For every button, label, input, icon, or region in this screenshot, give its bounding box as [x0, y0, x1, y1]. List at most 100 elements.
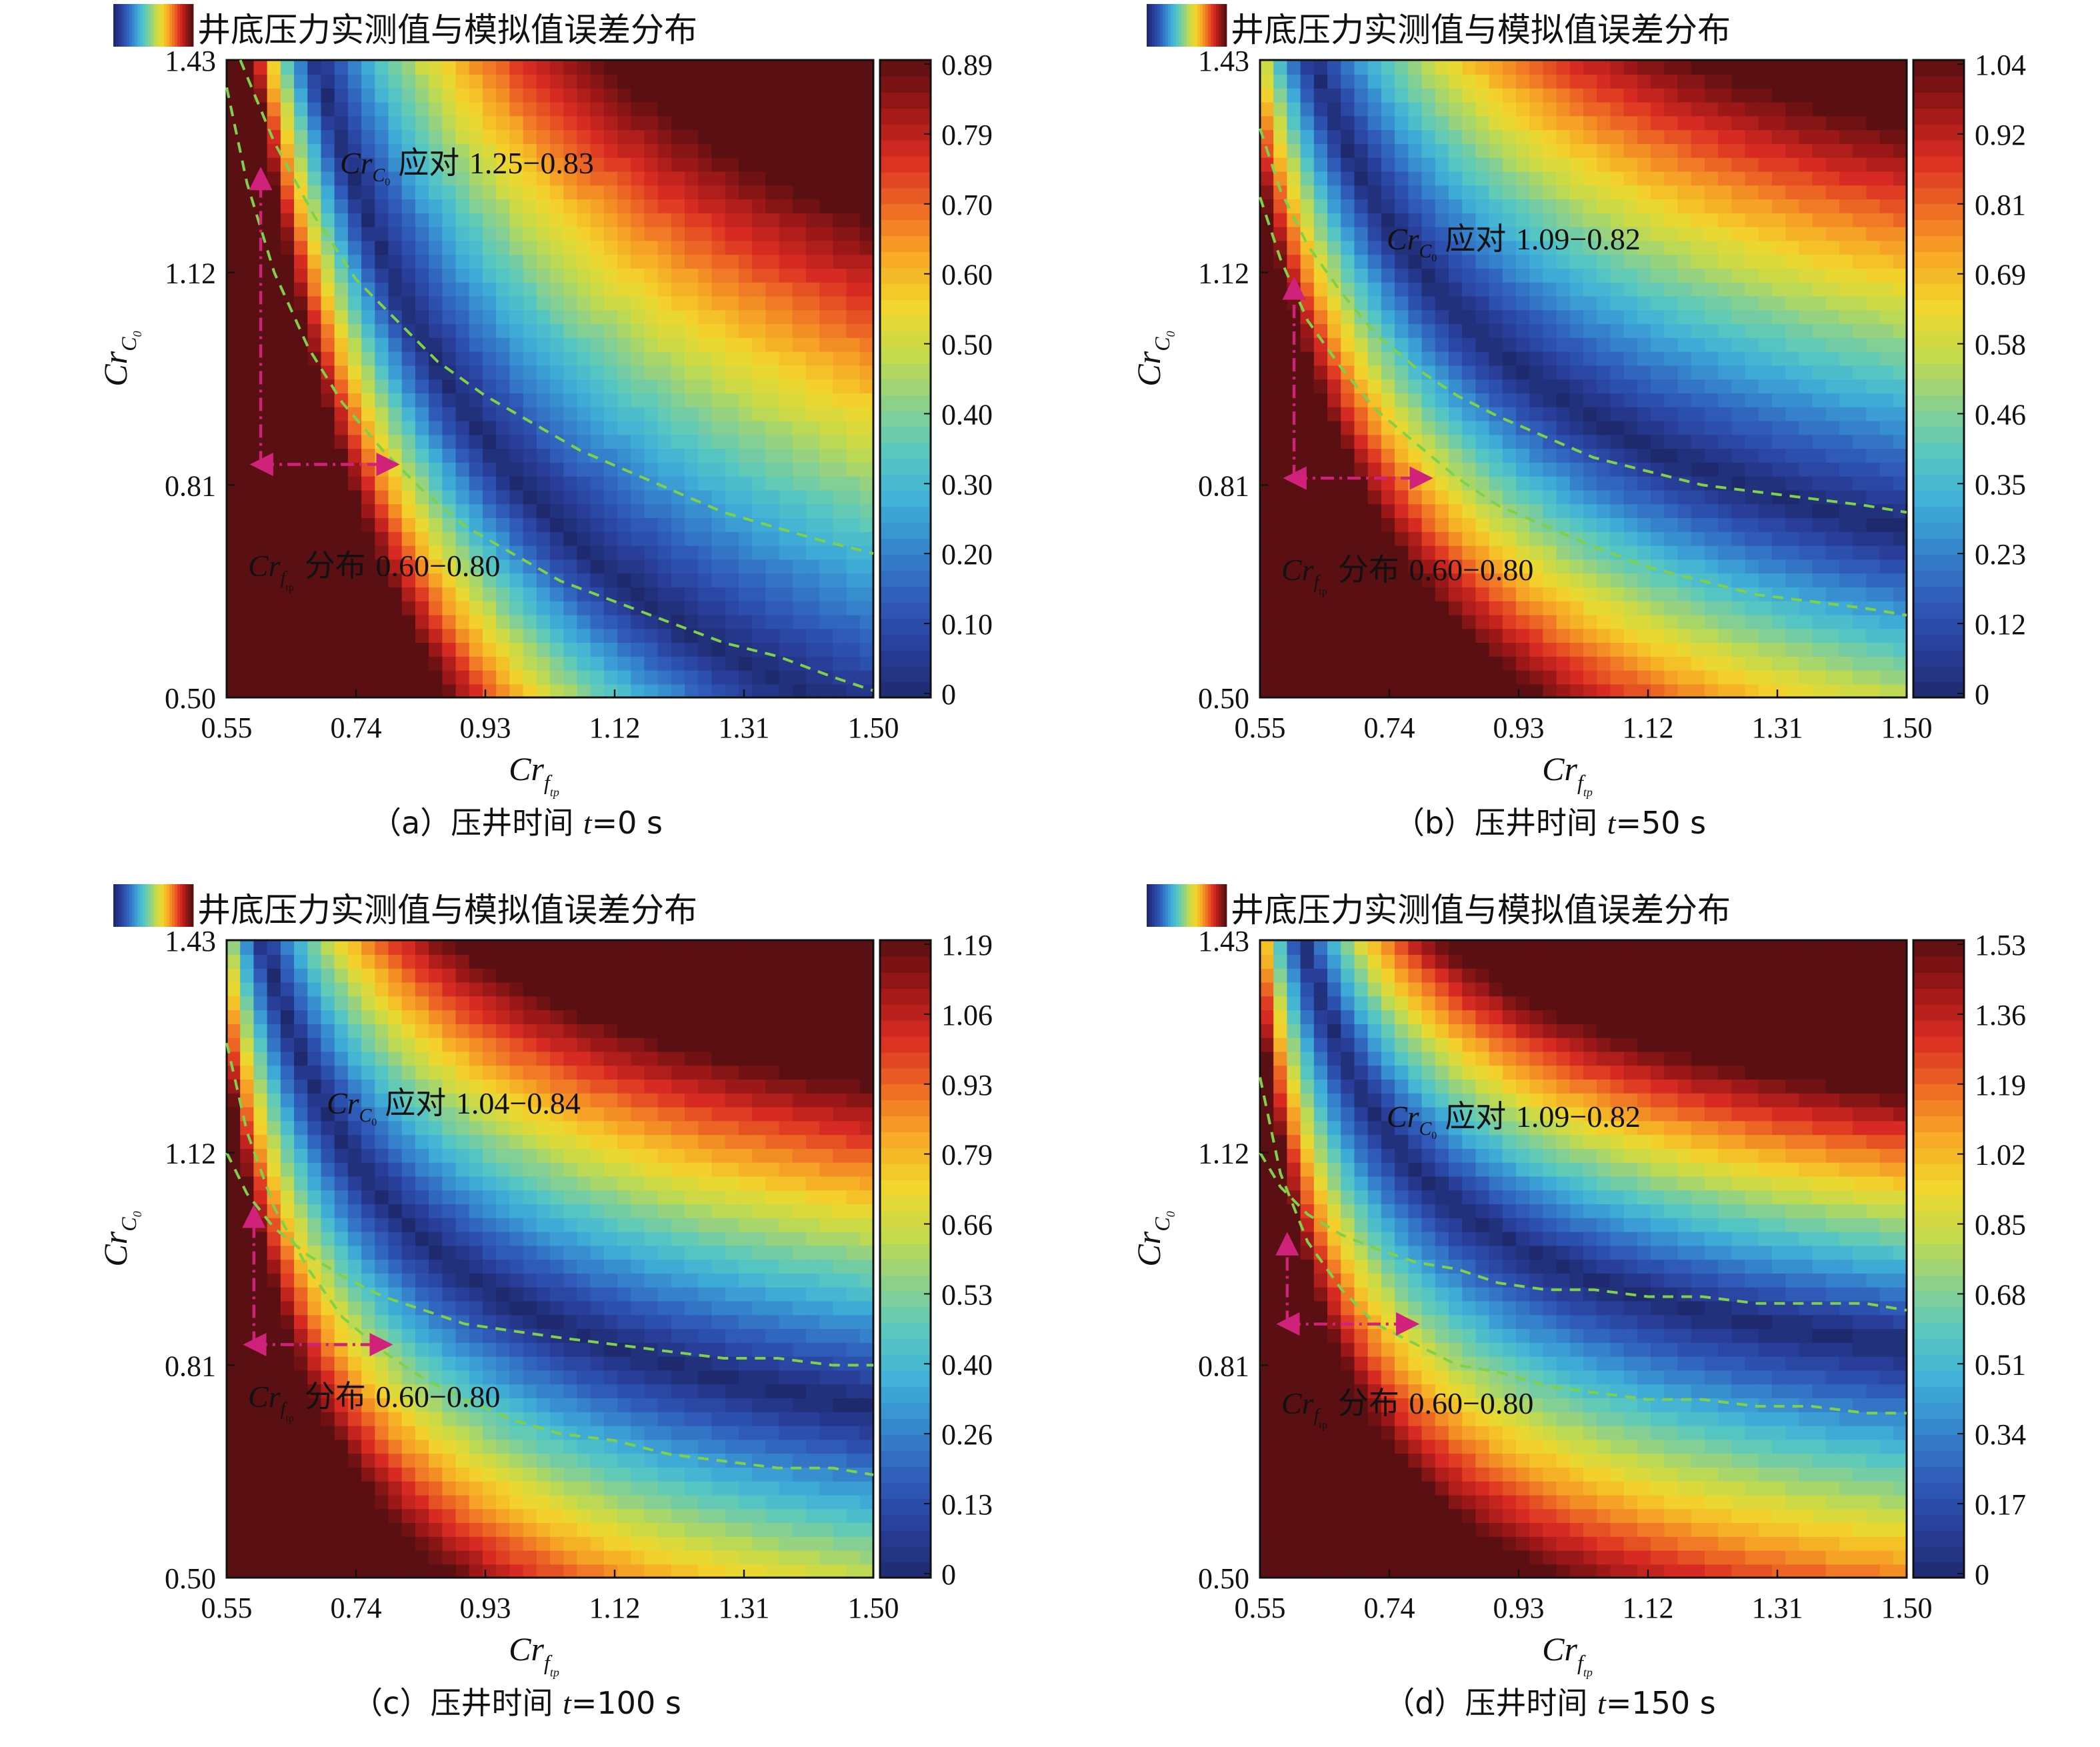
colorbar-tick-label: 1.06: [941, 999, 993, 1032]
y-tick-label: 1.43: [1198, 925, 1249, 958]
legend-title: 井底压力实测值与模拟值误差分布: [197, 11, 697, 49]
y-axis-label: CrC0: [1130, 331, 1177, 386]
x-tick-label: 0.93: [460, 1592, 511, 1624]
colorbar-tick-label: 0.17: [1975, 1488, 2026, 1521]
colorbar-tick-label: 0.60: [941, 259, 993, 291]
y-tick-label: 0.50: [165, 1562, 216, 1595]
y-tick-label: 1.12: [165, 1138, 216, 1170]
panel-caption: （a）压井时间 t=0 s: [0, 799, 1033, 843]
chart-svg-d: 0.55 0.74 0.93 1.12 1.31 1.50 0.50 0.81 1.12 1.43…: [1033, 880, 2067, 1734]
colorbar-tick-label: 0.66: [941, 1209, 993, 1242]
legend: 井底压力实测值与模拟值误差分布: [113, 884, 697, 930]
x-tick-label: 1.31: [1752, 711, 1803, 744]
colorbar-tick-label: 0.93: [941, 1069, 993, 1102]
x-tick-label: 0.74: [331, 711, 382, 744]
x-axis-label: Crftp: [509, 750, 559, 799]
colorbar-tick-label: 0.70: [941, 189, 993, 221]
x-tick-label: 0.93: [1493, 1592, 1545, 1624]
x-axis-label: Crftp: [509, 1630, 559, 1679]
colorbar-tick-label: 1.02: [1975, 1139, 2026, 1172]
legend-title: 井底压力实测值与模拟值误差分布: [1231, 11, 1731, 49]
colorbar-tick-label: 0.46: [1975, 398, 2026, 431]
y-tick-label: 0.81: [1198, 469, 1249, 502]
x-tick-label: 0.74: [331, 1592, 382, 1624]
colorbar-tick-label: 0: [941, 1558, 956, 1591]
colorbar-tick-label: 0.79: [941, 119, 993, 151]
colorbar-tick-label: 0.51: [1975, 1348, 2026, 1381]
colorbar: [1913, 940, 1964, 1578]
x-tick-label: 1.50: [848, 1592, 899, 1624]
y-tick-label: 0.81: [165, 1350, 216, 1382]
legend: 井底压力实测值与模拟值误差分布: [113, 4, 697, 49]
legend: 井底压力实测值与模拟值误差分布: [1147, 4, 1731, 49]
colorbar-tick-label: 0.10: [941, 608, 993, 641]
panel-caption: （b）压井时间 t=50 s: [1033, 799, 2067, 843]
colorbar-tick-label: 1.19: [1975, 1069, 2026, 1102]
y-tick-label: 1.43: [1198, 45, 1249, 77]
x-tick-label: 1.12: [1623, 1592, 1674, 1624]
colorbar-tick-label: 0.92: [1975, 119, 2026, 151]
colorbar-tick-label: 0.20: [941, 538, 993, 571]
legend: 井底压力实测值与模拟值误差分布: [1147, 884, 1731, 930]
x-axis-label: Crftp: [1542, 750, 1593, 799]
x-tick-label: 1.12: [589, 711, 641, 744]
x-tick-label: 1.50: [848, 711, 899, 744]
colorbar-tick-label: 0.13: [941, 1488, 993, 1521]
y-tick-label: 1.43: [165, 45, 216, 77]
colorbar-tick-label: 0: [1975, 1558, 1989, 1591]
colorbar-tick-label: 1.19: [941, 929, 993, 962]
y-tick-label: 1.12: [1198, 257, 1249, 290]
colorbar-tick-label: 0.89: [941, 49, 993, 81]
x-tick-label: 1.31: [1752, 1592, 1803, 1624]
colorbar-tick-label: 0.40: [941, 1348, 993, 1381]
colorbar-tick-label: 0.81: [1975, 189, 2026, 221]
x-tick-label: 0.55: [1235, 711, 1286, 744]
chart-svg-b: 0.55 0.74 0.93 1.12 1.31 1.50 0.50 0.81 1.12 1.43…: [1033, 0, 2067, 853]
x-tick-label: 1.12: [1623, 711, 1674, 744]
chart-panel-b: 0.55 0.74 0.93 1.12 1.31 1.50 0.50 0.81 1.12 1.43…: [1033, 0, 2067, 867]
x-tick-label: 1.50: [1881, 711, 1933, 744]
y-axis-label: CrC0: [1130, 1211, 1177, 1266]
colorbar-tick-label: 0.85: [1975, 1209, 2026, 1242]
x-tick-label: 0.93: [460, 711, 511, 744]
y-axis-label: CrC0: [97, 331, 144, 386]
x-tick-label: 1.31: [719, 711, 770, 744]
x-tick-label: 0.93: [1493, 711, 1545, 744]
x-tick-label: 1.50: [1881, 1592, 1933, 1624]
colorbar-tick-label: 0.12: [1975, 608, 2026, 641]
chart-panel-d: 0.55 0.74 0.93 1.12 1.31 1.50 0.50 0.81 1.12 1.43…: [1033, 880, 2067, 1747]
x-tick-label: 0.55: [1235, 1592, 1286, 1624]
colorbar-tick-label: 0.58: [1975, 329, 2026, 361]
x-tick-label: 0.74: [1364, 1592, 1415, 1624]
y-tick-label: 0.81: [1198, 1350, 1249, 1382]
colorbar: [1913, 60, 1964, 698]
y-tick-label: 0.50: [165, 682, 216, 715]
colorbar-tick-label: 1.36: [1975, 999, 2026, 1032]
colorbar: [880, 940, 931, 1578]
colorbar-tick-label: 0.79: [941, 1139, 993, 1172]
y-tick-label: 0.50: [1198, 682, 1249, 715]
x-tick-label: 0.74: [1364, 711, 1415, 744]
x-tick-label: 1.31: [719, 1592, 770, 1624]
y-tick-label: 1.43: [165, 925, 216, 958]
colorbar-tick-label: 0: [941, 678, 956, 711]
x-tick-label: 0.55: [201, 1592, 253, 1624]
colorbar-tick-label: 0.40: [941, 398, 993, 431]
y-tick-label: 0.50: [1198, 1562, 1249, 1595]
y-axis-label: CrC0: [97, 1211, 144, 1266]
panel-caption: （d）压井时间 t=150 s: [1033, 1679, 2067, 1723]
y-tick-label: 1.12: [1198, 1138, 1249, 1170]
colorbar-tick-label: 0.23: [1975, 538, 2026, 571]
colorbar-tick-label: 0.68: [1975, 1278, 2026, 1311]
heatmap-field: [1260, 940, 1907, 1578]
legend-title: 井底压力实测值与模拟值误差分布: [197, 891, 697, 930]
colorbar-tick-label: 0.69: [1975, 259, 2026, 291]
y-tick-label: 1.12: [165, 257, 216, 290]
colorbar-tick-label: 0.50: [941, 329, 993, 361]
x-axis-label: Crftp: [1542, 1630, 1593, 1679]
legend-title: 井底压力实测值与模拟值误差分布: [1231, 891, 1731, 930]
